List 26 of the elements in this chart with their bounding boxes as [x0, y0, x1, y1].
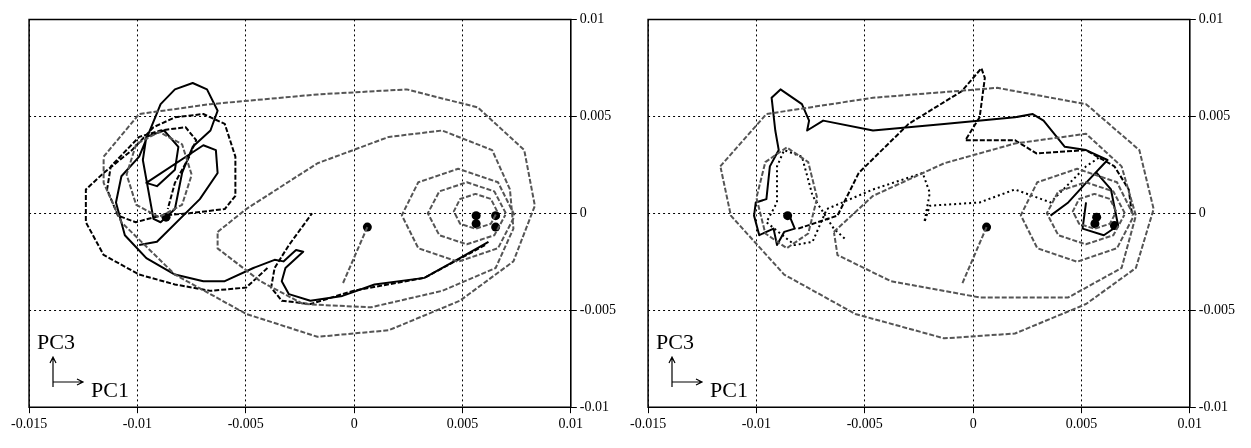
- annotation: PC3: [37, 329, 75, 355]
- annotation: PC1: [91, 377, 129, 403]
- x-tick-label: -0.015: [630, 416, 667, 432]
- annotation: PC3: [656, 329, 694, 355]
- y-tick-label: 0: [579, 204, 587, 220]
- y-tick-label: 0.01: [1198, 11, 1224, 27]
- x-tick-label: -0.005: [227, 416, 264, 432]
- y-tick-label: -0.01: [1198, 398, 1229, 414]
- y-tick-label: 0: [1198, 204, 1206, 220]
- y-tick-label: 0.01: [579, 11, 605, 27]
- y-tick-label: 0.005: [1198, 108, 1231, 124]
- x-tick-label: -0.01: [122, 416, 153, 432]
- x-tick-label: -0.01: [741, 416, 772, 432]
- y-tick-label: -0.01: [579, 398, 610, 414]
- x-tick-label: 0.01: [558, 416, 584, 432]
- x-tick-label: -0.005: [846, 416, 883, 432]
- x-tick-label: 0: [969, 416, 977, 432]
- y-tick-label: 0.005: [579, 108, 612, 124]
- x-tick-label: -0.015: [11, 416, 48, 432]
- y-tick-label: -0.005: [579, 301, 617, 317]
- annotation: PC1: [710, 377, 748, 403]
- x-tick-label: 0.01: [1177, 416, 1203, 432]
- x-tick-label: 0.005: [1065, 416, 1098, 432]
- x-tick-label: 0: [350, 416, 358, 432]
- x-tick-label: 0.005: [446, 416, 479, 432]
- y-tick-label: -0.005: [1198, 301, 1236, 317]
